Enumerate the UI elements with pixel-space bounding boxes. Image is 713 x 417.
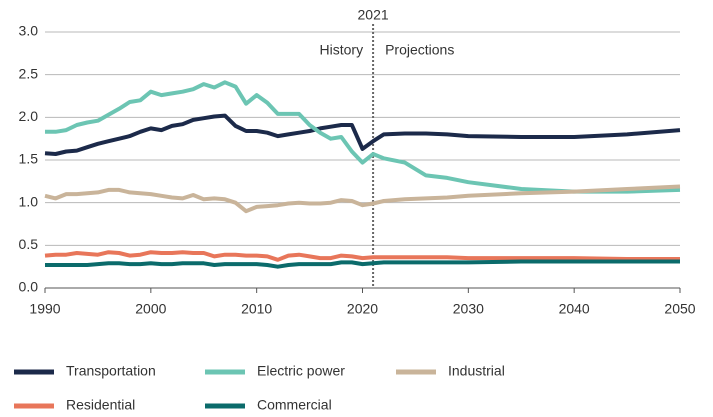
legend-label: Industrial <box>448 363 505 379</box>
x-tick-label: 2040 <box>559 301 590 317</box>
y-tick-label: 2.0 <box>19 108 39 124</box>
x-tick-label: 2010 <box>241 301 272 317</box>
series-line <box>44 113 681 156</box>
legend-label: Commercial <box>257 397 332 413</box>
projections-label: Projections <box>385 42 454 58</box>
history-label: History <box>320 42 364 58</box>
series-line <box>44 250 680 262</box>
legend-label: Residential <box>66 397 135 413</box>
y-tick-label: 1.5 <box>19 151 39 167</box>
series-line <box>45 80 681 194</box>
y-tick-label: 0.5 <box>19 236 39 252</box>
divider-label: 2021 <box>358 7 389 23</box>
y-tick-label: 1.0 <box>19 193 39 209</box>
x-tick-label: 2020 <box>347 301 378 317</box>
y-tick-label: 0.0 <box>19 279 39 295</box>
legend-label: Electric power <box>257 363 345 379</box>
x-tick-label: 2050 <box>664 301 695 317</box>
series-line <box>45 259 680 269</box>
legend-label: Transportation <box>66 363 156 379</box>
x-tick-label: 1990 <box>29 301 60 317</box>
x-tick-label: 2000 <box>135 301 166 317</box>
y-tick-label: 3.0 <box>19 23 39 39</box>
series-line <box>44 184 681 214</box>
x-tick-label: 2030 <box>453 301 484 317</box>
y-tick-label: 2.5 <box>19 65 39 81</box>
